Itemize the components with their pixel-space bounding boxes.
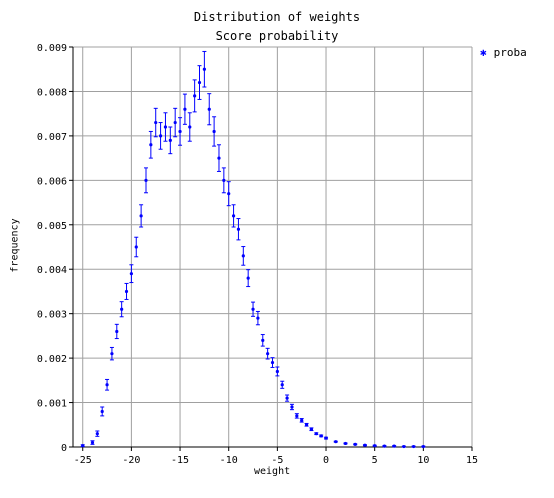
data-point [183,107,187,111]
axes [72,47,472,448]
data-point [261,338,265,342]
data-point [241,254,245,258]
data-point [270,360,275,365]
chart-subtitle: Score probability [215,29,339,43]
data-point [295,414,299,418]
data-point [256,316,260,320]
data-point [275,369,279,374]
y-tick-label: 0.001 [37,399,67,410]
data-point [314,432,318,436]
y-tick-label: 0.003 [37,310,67,321]
data-point [158,134,163,138]
data-point [373,444,377,448]
data-point [304,423,309,427]
data-point [222,178,226,182]
data-point [163,125,168,129]
data-point [207,107,211,111]
data-point [280,383,284,387]
data-point [212,129,216,134]
y-tick-label: 0.006 [37,176,67,187]
data-point [300,418,304,422]
y-tick-label: 0.009 [37,43,67,54]
data-point [144,178,148,182]
data-point [334,440,338,444]
data-point [193,94,197,98]
data-point [188,125,192,129]
data-point [251,307,255,311]
data-point [290,405,294,409]
x-tick-label: 0 [323,455,329,466]
data-point [110,352,114,356]
data-point [178,129,182,134]
data-point [81,444,85,448]
y-tick-label: 0.007 [37,132,67,143]
data-point [324,436,328,440]
y-tick-label: 0.002 [37,354,67,365]
ticks: -25 -20 -15 -10 -5 0 5 10 15 0 0.001 0.002 0.003 0.00… [37,43,478,466]
data-point [173,120,177,125]
x-tick-label: -10 [220,455,238,466]
data-point [402,444,406,449]
data-point [100,409,104,414]
data-point [266,352,270,356]
x-tick-label: 15 [466,455,478,466]
data-point [382,444,387,448]
data-point [363,443,367,447]
data-point [392,444,396,448]
x-tick-label: -25 [74,455,92,466]
data-point [353,442,357,446]
x-tick-label: -20 [122,455,140,466]
y-tick-label: 0 [61,443,67,454]
data-point [246,276,250,280]
data-point [197,80,202,85]
y-tick-label: 0.004 [37,265,67,276]
data-point [236,227,241,231]
data-point [202,67,206,71]
x-tick-label: 10 [417,455,429,466]
chart-title: Distribution of weights [193,10,361,24]
data-point [319,434,323,438]
x-axis-label: weight [254,466,291,477]
x-tick-label: -5 [271,455,283,466]
data-point [412,444,416,449]
legend-star-icon: ✱ [480,46,487,59]
data-point [105,383,109,387]
x-tick-label: 5 [372,455,378,466]
grid [73,46,473,448]
data-point [285,396,289,400]
data-point [120,307,124,311]
data-point [124,289,129,294]
legend: ✱ proba [480,46,527,59]
data-point [168,138,172,142]
y-tick-label: 0.005 [37,221,67,232]
data-marks [80,50,426,449]
y-tick-label: 0.008 [37,87,67,98]
x-tick-label: -15 [171,455,189,466]
data-point [139,214,143,218]
data-point [90,440,95,445]
legend-label-proba: proba [493,46,527,59]
data-point [217,156,221,160]
data-point [309,427,314,431]
data-point [95,432,99,436]
data-point [149,143,153,147]
data-point [115,329,119,334]
data-point [343,441,348,446]
data-point [154,120,158,125]
data-point [421,444,425,449]
data-point [231,214,236,218]
data-point [129,272,133,276]
data-point [227,192,231,196]
data-point [134,245,138,249]
